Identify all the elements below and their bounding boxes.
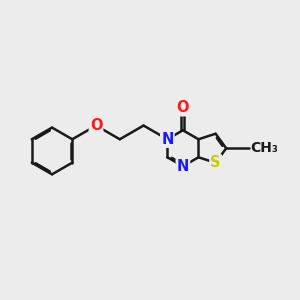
Text: N: N	[177, 159, 189, 174]
Text: S: S	[210, 155, 221, 170]
Text: O: O	[177, 100, 189, 115]
Text: O: O	[90, 118, 102, 133]
Text: N: N	[161, 132, 173, 147]
Text: CH₃: CH₃	[250, 141, 278, 155]
